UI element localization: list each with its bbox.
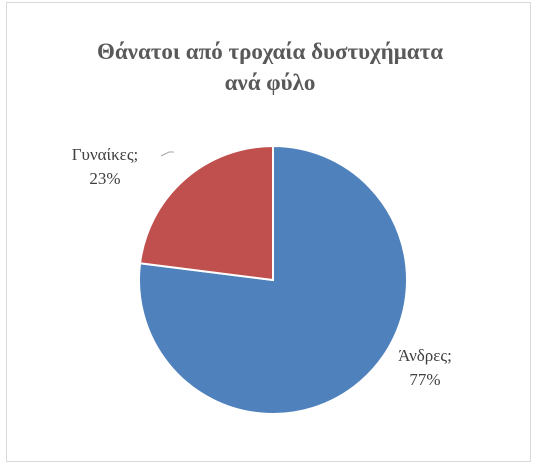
pie-slice-gynaikes <box>138 144 274 282</box>
chart-title: Θάνατοι από τροχαία δυστυχήματα ανά φύλο <box>0 36 540 98</box>
data-label-category: Άνδρες; <box>398 346 452 365</box>
data-label-gynaikes: Γυναίκες; 23% <box>72 145 139 188</box>
pie-slices <box>138 144 408 415</box>
chart-title-line-2: ανά φύλο <box>224 70 316 95</box>
data-label-value: 77% <box>409 370 440 389</box>
data-label-andres: Άνδρες; 77% <box>398 346 452 389</box>
data-labels: Άνδρες; 77% Γυναίκες; 23% <box>72 145 452 389</box>
data-label-value: 23% <box>89 169 120 188</box>
chart-title-line-1: Θάνατοι από τροχαία δυστυχήματα <box>96 39 444 64</box>
leader-line-gynaikes <box>160 151 174 157</box>
data-label-category: Γυναίκες; <box>72 145 139 164</box>
